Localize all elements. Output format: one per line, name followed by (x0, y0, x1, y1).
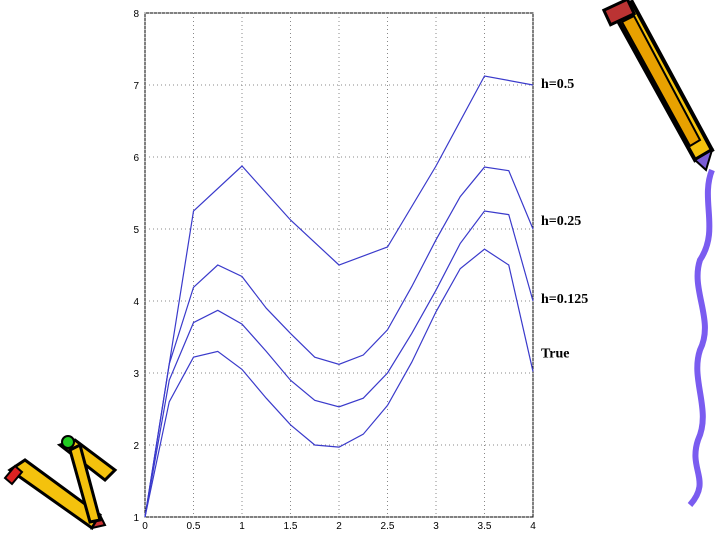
x-tick-label: 0.5 (187, 521, 201, 532)
y-tick-label: 2 (133, 441, 139, 452)
y-tick-label: 8 (133, 9, 139, 20)
series-line (144, 75, 534, 518)
x-tick-label: 1 (239, 521, 245, 532)
pencil-clipart (601, 0, 715, 172)
y-tick-label: 7 (133, 81, 139, 92)
series-label: h=0.5 (541, 77, 574, 92)
pencils-clipart (3, 435, 118, 531)
y-tick-label: 6 (133, 153, 139, 164)
y-tick-label: 5 (133, 225, 139, 236)
y-tick-label: 1 (133, 513, 139, 524)
series-label: h=0.25 (541, 214, 581, 229)
x-tick-label: 3.5 (478, 521, 492, 532)
x-tick-label: 0 (142, 521, 148, 532)
x-tick-label: 4 (530, 521, 536, 532)
series-label: True (541, 347, 570, 362)
x-tick-label: 2.5 (381, 521, 395, 532)
x-tick-label: 3 (433, 521, 439, 532)
y-tick-label: 4 (133, 297, 139, 308)
y-tick-label: 3 (133, 369, 139, 380)
squiggle-clipart (687, 168, 715, 507)
x-tick-label: 2 (336, 521, 342, 532)
series-line (144, 166, 534, 518)
series-line (144, 248, 534, 518)
x-tick-label: 1.5 (284, 521, 298, 532)
series-label: h=0.125 (541, 292, 588, 307)
series-line (144, 210, 534, 518)
